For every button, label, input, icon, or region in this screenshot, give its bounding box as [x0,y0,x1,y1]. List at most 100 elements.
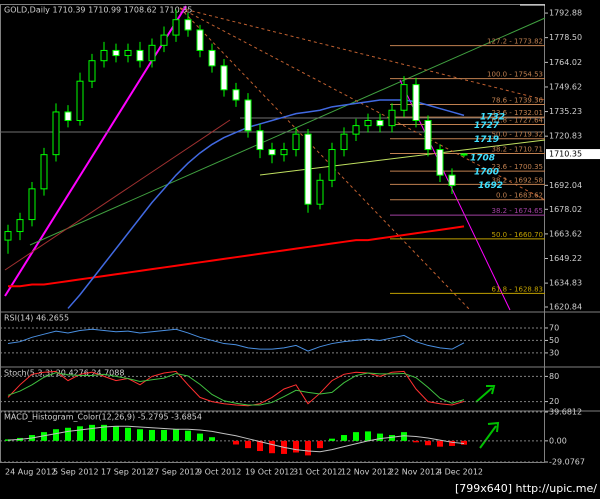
candle-body [220,65,228,91]
candle-body [328,149,336,181]
x-tick-label: 12 Nov 2012 [341,468,392,477]
candle-body [292,133,300,151]
y-tick-label: 39.6812 [549,408,582,417]
y-tick-label: 0.00 [549,436,567,445]
candle-body [64,111,72,121]
arrow [475,385,496,403]
y-tick-label: -29.0767 [549,458,585,467]
candle-body [424,119,432,151]
candle-body [100,49,108,62]
histogram-bar [137,429,143,441]
candle-body [460,153,468,156]
y-tick-label: 1678.02 [549,205,582,214]
fib-label: 38.2 - 1692.58 [491,176,543,184]
histogram-bar [437,440,443,447]
trend-line [4,119,231,271]
histogram-bar [377,433,383,441]
moving-average [67,99,465,309]
candle-body [364,119,372,127]
histogram-bar [209,437,215,441]
candle-body [88,60,96,82]
candle-body [124,49,132,57]
candle-body [76,80,84,121]
y-tick-label: 20 [549,397,559,406]
x-tick-label: 31 Oct 2012 [293,468,342,477]
histogram-bar [233,440,239,445]
fib-label: 61.8 - 1727.64 [491,117,543,125]
histogram-bar [89,424,95,441]
histogram-bar [305,440,311,456]
y-tick-label: 80 [549,372,559,381]
histogram-bar [173,429,179,441]
x-tick-label: 19 Oct 2012 [245,468,294,477]
signal-line [7,425,465,453]
fib-label: 127.2 - 1773.82 [487,38,543,46]
x-tick-label: 27 Sep 2012 [149,468,200,477]
fib-label: 50.0 - 1660.70 [491,231,543,239]
histogram-bar [293,440,299,453]
candle-body [352,125,360,135]
x-tick-label: 4 Dec 2012 [437,468,483,477]
panel-title: RSI(14) 46.2655 [4,314,69,323]
x-tick-label: 9 Oct 2012 [197,468,241,477]
y-tick-label: 1735.23 [549,107,582,116]
candle-body [208,49,216,67]
y-tick-label: 1634.83 [549,279,582,288]
histogram-bar [401,432,407,441]
histogram-bar [269,440,275,454]
fib-label: 38.2 - 1710.71 [491,145,543,153]
candle-body [436,149,444,176]
candle-body [184,19,192,31]
fib-label: 38.2 - 1674.65 [491,207,543,215]
pivot-label: 1727 [474,121,500,131]
histogram-bar [425,440,431,446]
candle-body [196,29,204,51]
y-tick-label: 1720.83 [549,132,582,141]
indicator-line [7,328,465,352]
panel-title: GOLD,Daily 1710.39 1710.99 1708.62 1710.… [4,6,192,15]
histogram-bar [329,438,335,441]
fib-label: 61.8 - 1628.83 [491,285,543,293]
candle-body [388,109,396,127]
candle-body [28,188,36,221]
candle-body [112,49,120,57]
histogram-bar [461,440,467,445]
y-tick-label: 30 [549,348,559,357]
histogram-bar [53,429,59,441]
pivot-label: 1732 [480,113,505,123]
histogram-bar [101,424,107,441]
indicator-line [7,372,465,406]
y-tick-label: 1620.84 [549,303,582,312]
fib-label: 50.0 - 1719.32 [491,131,543,139]
candle-body [244,99,252,132]
candle-body [280,149,288,156]
y-tick-label: 1692.04 [549,181,582,190]
candle-body [256,130,264,151]
trend-line [179,7,546,101]
x-tick-label: 17 Sep 2012 [101,468,152,477]
panel-title: Stoch(5,3,3) 20.4276 24.7088 [4,369,124,378]
x-tick-label: 5 Sep 2012 [53,468,99,477]
price-marker [546,149,600,160]
histogram-bar [113,426,119,441]
fib-label: 23.6 - 1700.35 [491,163,543,171]
y-tick-label: 50 [549,336,559,345]
histogram-bar [197,433,203,441]
candle-body [16,219,24,233]
histogram-bar [257,440,263,452]
candle-body [172,19,180,36]
y-tick-label: 70 [549,323,559,332]
pivot-label: 1719 [474,135,499,145]
fib-label: 78.6 - 1739.36 [491,97,543,105]
watermark: [799x640] http://upic.me/ [455,482,597,495]
histogram-bar [449,440,455,446]
decor [0,4,546,463]
y-tick-label: 1792.88 [549,9,582,18]
arrow [479,421,500,449]
y-tick-label: 1663.62 [549,229,582,238]
y-tick-label: 1649.22 [549,254,582,263]
y-tick-label: 1749.62 [549,82,582,91]
x-tick-label: 24 Aug 2012 [5,468,56,477]
candle-body [400,84,408,111]
histogram-bar [389,435,395,441]
